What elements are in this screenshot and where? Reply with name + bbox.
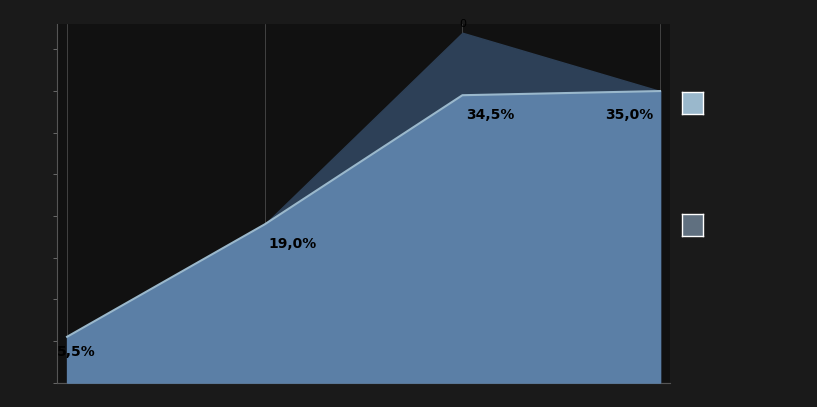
Text: 19,0%: 19,0%: [269, 237, 317, 251]
Text: 0: 0: [459, 19, 466, 28]
Text: 34,5%: 34,5%: [467, 108, 515, 122]
Text: 35,0%: 35,0%: [605, 108, 653, 122]
Text: 5,5%: 5,5%: [57, 345, 96, 359]
